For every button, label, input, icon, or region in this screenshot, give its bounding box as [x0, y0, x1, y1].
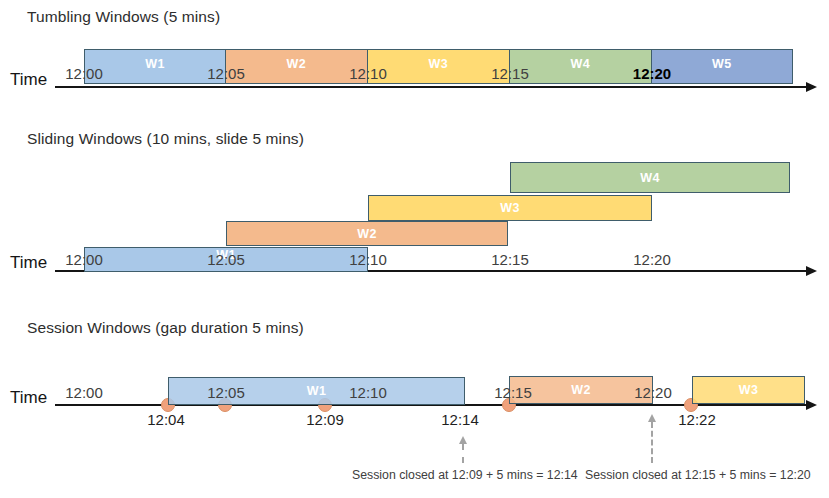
sliding-tick-12-10: 12:10 — [349, 251, 387, 269]
window-label: W2 — [357, 227, 376, 241]
sliding-tick-12-05: 12:05 — [207, 251, 245, 269]
session-close-annotation-1: Session closed at 12:09 + 5 mins = 12:14 — [352, 468, 578, 482]
session-time-axis-label: Time — [10, 388, 47, 408]
session-window-w3: W3 — [692, 376, 805, 404]
stream-windowing-diagram: Tumbling Windows (5 mins) Sliding Window… — [0, 0, 829, 498]
window-label: W1 — [145, 57, 164, 71]
session-windows-title: Session Windows (gap duration 5 mins) — [27, 319, 304, 337]
session-event-time-12-14: 12:14 — [441, 412, 479, 428]
sliding-window-w2: W2 — [226, 221, 508, 246]
window-label: W3 — [500, 201, 519, 215]
session-event-time-12-04: 12:04 — [147, 412, 185, 428]
window-label: W4 — [571, 57, 590, 71]
tumbling-windows-title: Tumbling Windows (5 mins) — [27, 8, 220, 26]
tumbling-tick-12-00: 12:00 — [65, 65, 103, 83]
sliding-window-w3: W3 — [368, 195, 652, 221]
session-dashed-arrow-line-2 — [651, 422, 653, 463]
tumbling-timeline — [55, 86, 807, 88]
tumbling-window-w1: W1 — [84, 49, 226, 84]
session-tick-12-10: 12:10 — [349, 384, 387, 402]
tumbling-window-w4: W4 — [509, 49, 653, 84]
sliding-windows-title: Sliding Windows (10 mins, slide 5 mins) — [27, 130, 304, 148]
session-tick-12-20: 12:20 — [634, 384, 672, 402]
session-timeline-arrowhead-icon — [806, 400, 817, 410]
session-tick-12-00: 12:00 — [65, 384, 103, 402]
window-label: W5 — [712, 57, 731, 71]
sliding-timeline-arrowhead-icon — [806, 266, 817, 276]
tumbling-tick-12-20: 12:20 — [633, 65, 671, 83]
sliding-time-axis-label: Time — [10, 253, 47, 273]
tumbling-window-w2: W2 — [225, 49, 369, 84]
tumbling-window-w5: W5 — [651, 49, 794, 84]
session-dashed-arrow-line-1 — [462, 444, 464, 463]
window-label: W2 — [571, 383, 590, 397]
window-label: W3 — [429, 57, 448, 71]
window-label: W3 — [739, 383, 758, 397]
session-tick-12-15: 12:15 — [494, 384, 532, 402]
window-label: W2 — [287, 57, 306, 71]
window-label: W1 — [307, 384, 326, 398]
session-tick-12-05: 12:05 — [207, 384, 245, 402]
tumbling-tick-12-10: 12:10 — [349, 65, 387, 83]
tumbling-tick-12-15: 12:15 — [491, 65, 529, 83]
sliding-tick-12-15: 12:15 — [491, 251, 529, 269]
tumbling-timeline-arrowhead-icon — [806, 82, 817, 92]
session-dashed-arrowhead-icon-1 — [459, 436, 467, 444]
session-close-annotation-2: Session closed at 12:15 + 5 mins = 12:20 — [585, 468, 811, 482]
session-event-time-12-22: 12:22 — [678, 412, 716, 428]
window-label: W4 — [640, 171, 659, 185]
sliding-tick-12-20: 12:20 — [633, 251, 671, 269]
tumbling-tick-12-05: 12:05 — [207, 65, 245, 83]
tumbling-time-axis-label: Time — [10, 70, 47, 90]
tumbling-window-w3: W3 — [367, 49, 511, 84]
session-event-time-12-09: 12:09 — [306, 412, 344, 428]
session-dashed-arrowhead-icon-2 — [648, 414, 656, 422]
sliding-window-w4: W4 — [510, 162, 790, 193]
sliding-tick-12-00: 12:00 — [65, 251, 103, 269]
